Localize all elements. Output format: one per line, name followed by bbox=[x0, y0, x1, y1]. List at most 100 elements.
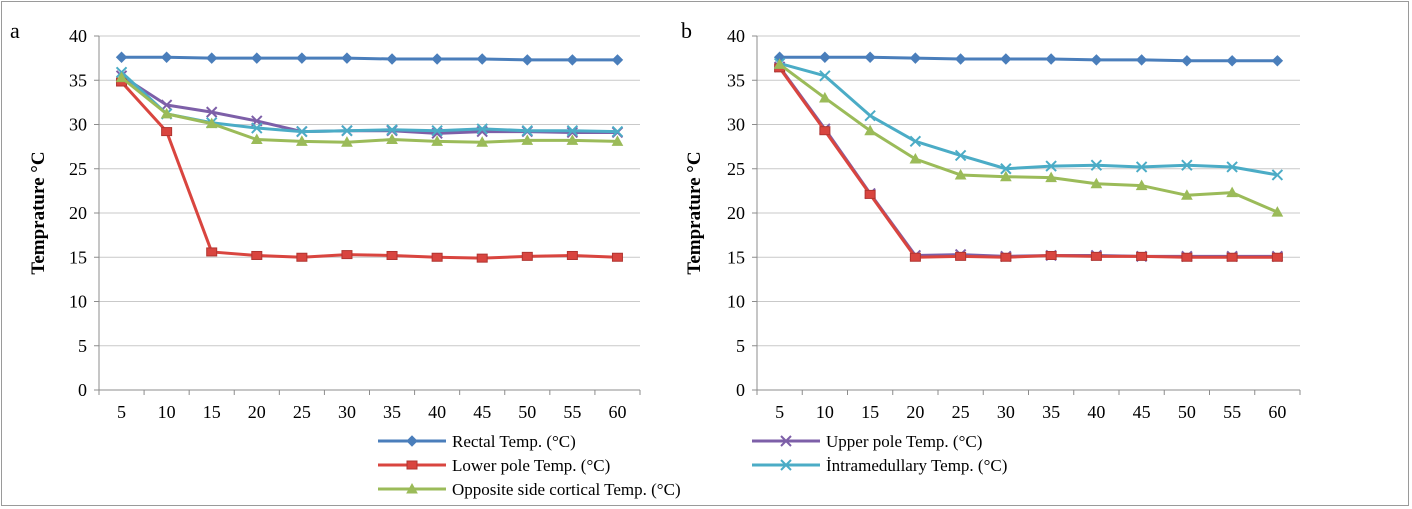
x-tick-label: 45 bbox=[1133, 402, 1151, 422]
series-upper bbox=[115, 70, 624, 140]
data-point-rectal bbox=[431, 53, 443, 65]
data-point-opposite bbox=[1271, 206, 1284, 217]
data-point-rectal bbox=[1181, 55, 1193, 67]
series-intramedullary bbox=[115, 66, 624, 138]
data-point-lower bbox=[1226, 252, 1238, 262]
x-tick-label: 25 bbox=[293, 402, 311, 422]
data-point-lower bbox=[1181, 252, 1193, 262]
data-point-lower bbox=[1000, 252, 1012, 262]
x-tick-label: 35 bbox=[383, 402, 401, 422]
data-point-opposite bbox=[521, 134, 534, 145]
x-tick-label: 50 bbox=[1178, 402, 1196, 422]
x-tick-label: 40 bbox=[428, 402, 446, 422]
data-point-lower bbox=[206, 247, 218, 257]
data-point-rectal bbox=[864, 51, 876, 63]
series-line-rectal bbox=[779, 55, 1278, 63]
series-line-intramedullary bbox=[120, 71, 618, 134]
legend-label: Rectal Temp. (°C) bbox=[452, 432, 576, 451]
series-line-opposite bbox=[120, 76, 618, 144]
data-point-intramedullary bbox=[1181, 159, 1193, 171]
y-tick-label: 30 bbox=[727, 115, 745, 135]
x-tick-label: 60 bbox=[1268, 402, 1286, 422]
data-point-intramedullary bbox=[431, 124, 443, 137]
data-point-intramedullary bbox=[1000, 163, 1012, 175]
x-tick-label: 15 bbox=[861, 402, 879, 422]
data-point-rectal bbox=[1226, 55, 1238, 67]
series-opposite bbox=[773, 58, 1284, 217]
series-intramedullary bbox=[773, 57, 1284, 181]
data-point-intramedullary bbox=[1271, 169, 1284, 181]
series-lower bbox=[116, 77, 623, 263]
data-point-intramedullary bbox=[611, 125, 624, 138]
data-point-lower bbox=[521, 251, 533, 261]
data-point-upper bbox=[566, 126, 579, 139]
data-point-opposite bbox=[954, 168, 967, 180]
data-point-rectal bbox=[1000, 53, 1012, 65]
y-tick-label: 40 bbox=[727, 26, 745, 46]
data-point-intramedullary bbox=[864, 109, 876, 122]
data-point-lower bbox=[1090, 251, 1102, 261]
chart-panel-a: a 0 5 10 15 20 25 30 35 40 5 10 15 20 25 30 35 40 45 50 55 60… bbox=[10, 18, 641, 422]
x-tick-label: 10 bbox=[158, 402, 176, 422]
data-point-rectal bbox=[1090, 54, 1103, 66]
data-point-opposite bbox=[431, 135, 443, 146]
data-point-rectal bbox=[1271, 55, 1284, 67]
legend-item-rectal: Rectal Temp. (°C) bbox=[378, 432, 576, 451]
data-point-rectal bbox=[115, 51, 128, 63]
data-point-opposite bbox=[296, 135, 308, 146]
y-tick-label: 25 bbox=[69, 159, 87, 179]
series-line-opposite bbox=[778, 63, 1278, 214]
data-point-upper bbox=[160, 99, 173, 111]
y-tick-label: 0 bbox=[78, 380, 87, 400]
data-point-rectal bbox=[251, 52, 263, 64]
data-point-opposite bbox=[566, 134, 579, 145]
data-point-opposite bbox=[476, 136, 489, 147]
legend-item-upper: Upper pole Temp. (°C) bbox=[752, 432, 982, 451]
data-point-rectal bbox=[386, 53, 398, 65]
data-point-intramedullary bbox=[251, 122, 263, 134]
y-tick-label: 0 bbox=[736, 380, 745, 400]
x-tick-label: 45 bbox=[473, 402, 491, 422]
y-tick-label: 10 bbox=[69, 292, 87, 312]
series-line-rectal bbox=[121, 55, 618, 62]
data-point-rectal bbox=[160, 51, 173, 63]
data-point-opposite bbox=[386, 133, 398, 145]
data-point-rectal bbox=[819, 51, 831, 63]
data-point-intramedullary bbox=[296, 125, 308, 138]
data-point-lower bbox=[909, 252, 921, 262]
data-point-lower bbox=[1271, 252, 1283, 262]
data-point-intramedullary bbox=[1045, 160, 1057, 172]
series-upper bbox=[773, 61, 1284, 263]
x-tick-label: 55 bbox=[563, 402, 581, 422]
data-point-rectal bbox=[476, 53, 488, 65]
y-tick-label: 10 bbox=[727, 292, 745, 312]
data-point-lower bbox=[431, 252, 443, 262]
data-point-intramedullary bbox=[521, 124, 533, 137]
legend-marker bbox=[780, 435, 792, 447]
x-tick-label: 50 bbox=[518, 402, 536, 422]
x-tick-label: 60 bbox=[608, 402, 626, 422]
y-tick-label: 20 bbox=[727, 203, 745, 223]
data-point-lower bbox=[251, 250, 263, 260]
legend: Rectal Temp. (°C) Upper pole Temp. (°C) Lo… bbox=[378, 432, 1007, 499]
data-point-lower bbox=[296, 252, 308, 262]
data-point-intramedullary bbox=[341, 124, 353, 137]
data-point-upper bbox=[206, 106, 218, 118]
data-point-rectal bbox=[1045, 53, 1057, 65]
y-tick-label: 35 bbox=[69, 70, 87, 90]
series-lower bbox=[774, 63, 1283, 262]
data-point-opposite bbox=[819, 91, 831, 103]
x-tick-label: 5 bbox=[117, 402, 126, 422]
legend-label: Lower pole Temp. (°C) bbox=[452, 456, 610, 475]
panel-letter: b bbox=[681, 18, 692, 43]
data-point-opposite bbox=[250, 133, 263, 145]
data-point-lower bbox=[864, 189, 876, 199]
data-point-lower bbox=[1136, 251, 1148, 261]
x-tick-label: 20 bbox=[906, 402, 924, 422]
data-point-intramedullary bbox=[386, 124, 398, 136]
y-tick-label: 30 bbox=[69, 115, 87, 135]
data-point-lower bbox=[341, 250, 353, 260]
data-point-rectal bbox=[206, 52, 218, 64]
data-point-lower bbox=[1045, 250, 1057, 260]
